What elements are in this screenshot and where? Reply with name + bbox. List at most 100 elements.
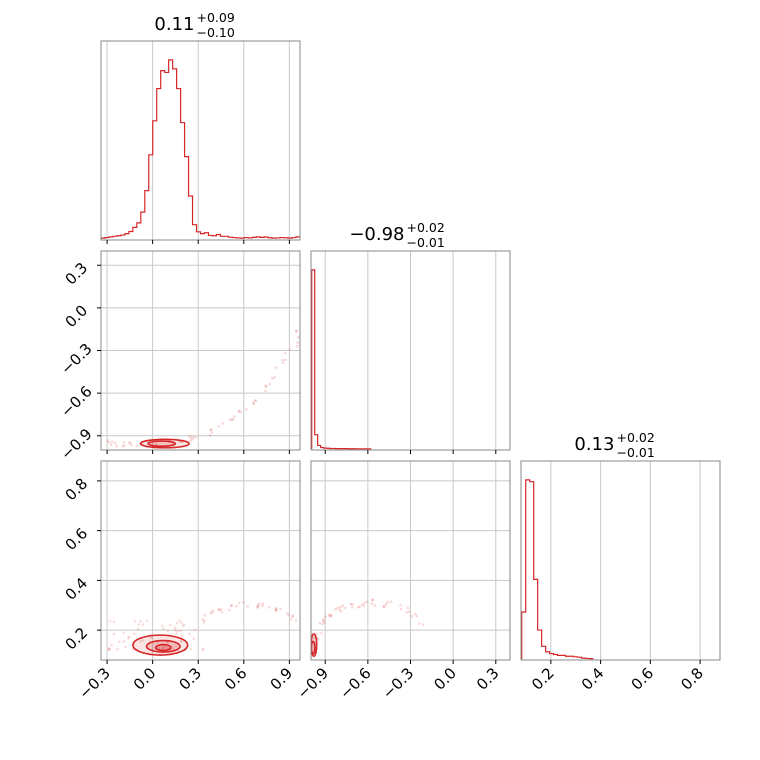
sample-point [261,602,265,606]
sample-point [136,627,140,631]
sample-point [231,417,235,421]
sample-point [254,399,258,403]
sample-point [179,629,182,633]
sample-point [322,618,325,621]
x-tick-label: 0.3 [473,664,503,694]
title-minus-error: −0.10 [197,25,235,40]
sample-point [415,614,419,618]
sample-point [115,444,119,448]
sample-point [188,434,191,438]
density-contour [154,643,172,652]
sample-point [180,621,183,625]
sample-point [139,639,142,643]
sample-point [251,401,255,404]
sample-point [189,439,192,443]
sample-point [210,611,214,614]
sample-point [201,647,205,651]
sample-point [108,646,111,650]
sample-point [274,366,278,369]
sample-point [253,398,257,402]
sample-point [180,634,184,638]
sample-point [107,648,111,652]
y-tick-label: −0.9 [57,425,95,463]
sample-point [315,632,319,636]
sample-point [220,610,224,614]
y-tick-label: −0.6 [57,382,95,420]
sample-point [169,623,172,627]
density-contour [311,640,316,655]
sample-point [285,612,289,615]
scatter-panel-2-0 [100,460,301,661]
sample-point [252,402,256,406]
sample-point [108,647,111,651]
sample-point [256,604,260,607]
sample-point [271,376,274,380]
sample-point [365,600,369,604]
sample-point [110,643,113,647]
y-tick-label: −0.3 [57,340,95,378]
sample-point [279,607,282,611]
sample-point [208,433,212,437]
sample-point [245,408,248,411]
sample-point [283,352,287,355]
sample-point [256,606,259,609]
sample-point [203,619,206,623]
sample-point [318,621,322,625]
sample-point [116,648,119,651]
sample-point [370,602,374,606]
sample-point [179,440,182,444]
sample-point [264,385,268,388]
x-tick-label: −0.6 [336,664,374,702]
sample-point [246,605,249,608]
sample-point [257,602,261,606]
sample-point [405,611,408,614]
sample-point [175,621,179,625]
sample-point [399,603,402,607]
sample-point [261,604,264,608]
panel-frame [100,460,301,661]
density-contour [147,440,177,447]
sample-point [350,605,354,609]
y-tick-label: 0.6 [62,524,92,554]
sample-point [176,629,179,633]
title-median: 0.13 [574,434,614,455]
sample-point [356,605,360,609]
sample-point [386,600,389,604]
sample-point [135,444,139,448]
sample-point [268,606,271,609]
sample-point [371,598,375,602]
sample-point [274,607,278,611]
sample-point [291,614,295,617]
sample-point [137,623,141,626]
title-minus-error: −0.01 [407,235,445,250]
sample-point [320,631,323,635]
scatter-panel-2-1 [310,460,511,661]
sample-point [107,441,111,444]
sample-point [191,438,194,441]
sample-point [330,614,333,617]
sample-point [124,645,127,649]
sample-point [166,629,170,633]
sample-point [322,619,325,623]
sample-point [410,614,414,618]
sample-point [312,637,316,640]
sample-point [149,636,153,640]
sample-point [349,602,353,606]
sample-point [194,436,197,439]
sample-point [112,632,116,636]
sample-point [296,341,300,345]
sample-point [336,606,339,610]
sample-point [108,619,112,623]
sample-point [145,619,149,623]
sample-point [407,610,411,614]
x-tick-label: 0.0 [130,664,160,694]
sample-point [189,647,193,651]
sample-point [162,627,165,631]
sample-point [228,608,231,612]
sample-point [230,604,233,607]
sample-point [181,624,185,628]
title-param-2: 0.13 +0.02−0.01 [574,430,654,460]
sample-point [363,601,366,605]
x-tick-label: 0.6 [628,664,658,694]
